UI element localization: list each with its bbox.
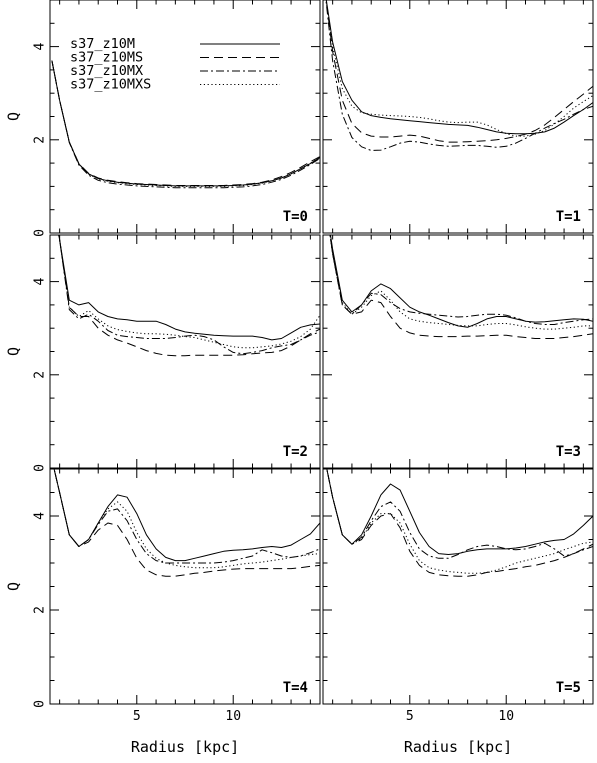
panel-t4: 0 2 4 Q T=4 5 10 Radius [kpc] xyxy=(5,468,321,756)
panel-t0: 0 2 4 Q T=0 xyxy=(5,0,321,237)
series-line-s37_z10MS xyxy=(326,469,593,577)
series-line-s37_z10MX xyxy=(51,60,320,189)
x-tick-label: 5 xyxy=(406,709,414,724)
x-tick-label: 10 xyxy=(498,709,514,724)
panel-t2: 0 2 4 Q T=2 xyxy=(5,234,321,472)
x-tick-label: 5 xyxy=(133,709,141,724)
panel-time-label: T=2 xyxy=(283,444,308,460)
series-group xyxy=(329,235,593,339)
series-line-s37_z10MS xyxy=(325,0,593,143)
series-line-s37_z10M xyxy=(53,469,320,562)
series-group xyxy=(51,60,320,189)
series-group xyxy=(326,469,593,577)
panel-frame xyxy=(322,468,594,705)
panel-time-label: T=5 xyxy=(556,680,581,696)
y-tick-label: 0 xyxy=(33,229,48,237)
series-line-s37_z10M xyxy=(329,235,593,328)
series-group xyxy=(325,0,593,151)
plot-area: 0 2 4 Q T=0 T=1 0 2 4 Q T=2 T=3 0 2 4 Q T=4 5 10 Radius [kp… xyxy=(5,0,594,756)
y-axis-label: Q xyxy=(5,112,23,121)
y-tick-label: 4 xyxy=(33,512,48,520)
series-line-s37_z10MXS xyxy=(326,469,593,574)
legend-label: s37_z10MXS xyxy=(70,77,151,93)
panel-frame xyxy=(49,234,321,469)
panel-time-label: T=3 xyxy=(556,444,581,460)
legend-label: s37_z10MS xyxy=(70,50,143,66)
legend-label: s37_z10MX xyxy=(70,63,143,79)
panel-time-label: T=0 xyxy=(283,209,308,225)
y-tick-label: 4 xyxy=(33,43,48,51)
series-line-s37_z10M xyxy=(326,469,593,555)
y-axis-label: Q xyxy=(5,582,23,591)
y-tick-label: 2 xyxy=(33,606,48,614)
panel-frame xyxy=(322,0,594,234)
panel-t3: T=3 xyxy=(322,234,594,469)
series-line-s37_z10MXS xyxy=(329,235,593,330)
series-line-s37_z10M xyxy=(58,235,320,341)
y-tick-label: 0 xyxy=(33,464,48,472)
series-line-s37_z10MX xyxy=(58,235,320,355)
series-group xyxy=(53,469,320,577)
series-line-s37_z10MS xyxy=(58,235,320,357)
legend-label: s37_z10M xyxy=(70,36,135,52)
x-tick-label: 10 xyxy=(225,709,241,724)
panel-time-label: T=1 xyxy=(556,209,581,225)
series-line-s37_z10MXS xyxy=(325,0,593,137)
y-tick-label: 4 xyxy=(33,278,48,286)
series-line-s37_z10MX xyxy=(53,469,320,564)
y-tick-label: 2 xyxy=(33,136,48,144)
x-axis-label: Radius [kpc] xyxy=(131,738,239,756)
series-line-s37_z10M xyxy=(325,0,593,135)
series-line-s37_z10MX xyxy=(325,0,593,151)
series-line-s37_z10MX xyxy=(329,235,593,325)
series-line-s37_z10MS xyxy=(329,235,593,339)
series-line-s37_z10MXS xyxy=(58,235,320,349)
series-line-s37_z10MS xyxy=(51,60,320,186)
panel-frame xyxy=(322,234,594,469)
y-tick-label: 0 xyxy=(33,700,48,708)
series-line-s37_z10MS xyxy=(53,469,320,577)
y-axis-label: Q xyxy=(5,347,23,356)
series-group xyxy=(58,235,320,357)
series-line-s37_z10MXS xyxy=(53,469,320,569)
panel-t5: T=5 5 10 Radius [kpc] xyxy=(322,468,594,756)
panel-frame xyxy=(49,468,321,705)
panel-t1: T=1 xyxy=(322,0,594,234)
series-line-s37_z10MX xyxy=(326,469,593,559)
y-tick-label: 2 xyxy=(33,371,48,379)
panel-frame xyxy=(49,0,321,234)
panel-time-label: T=4 xyxy=(283,680,308,696)
x-axis-label: Radius [kpc] xyxy=(404,738,512,756)
